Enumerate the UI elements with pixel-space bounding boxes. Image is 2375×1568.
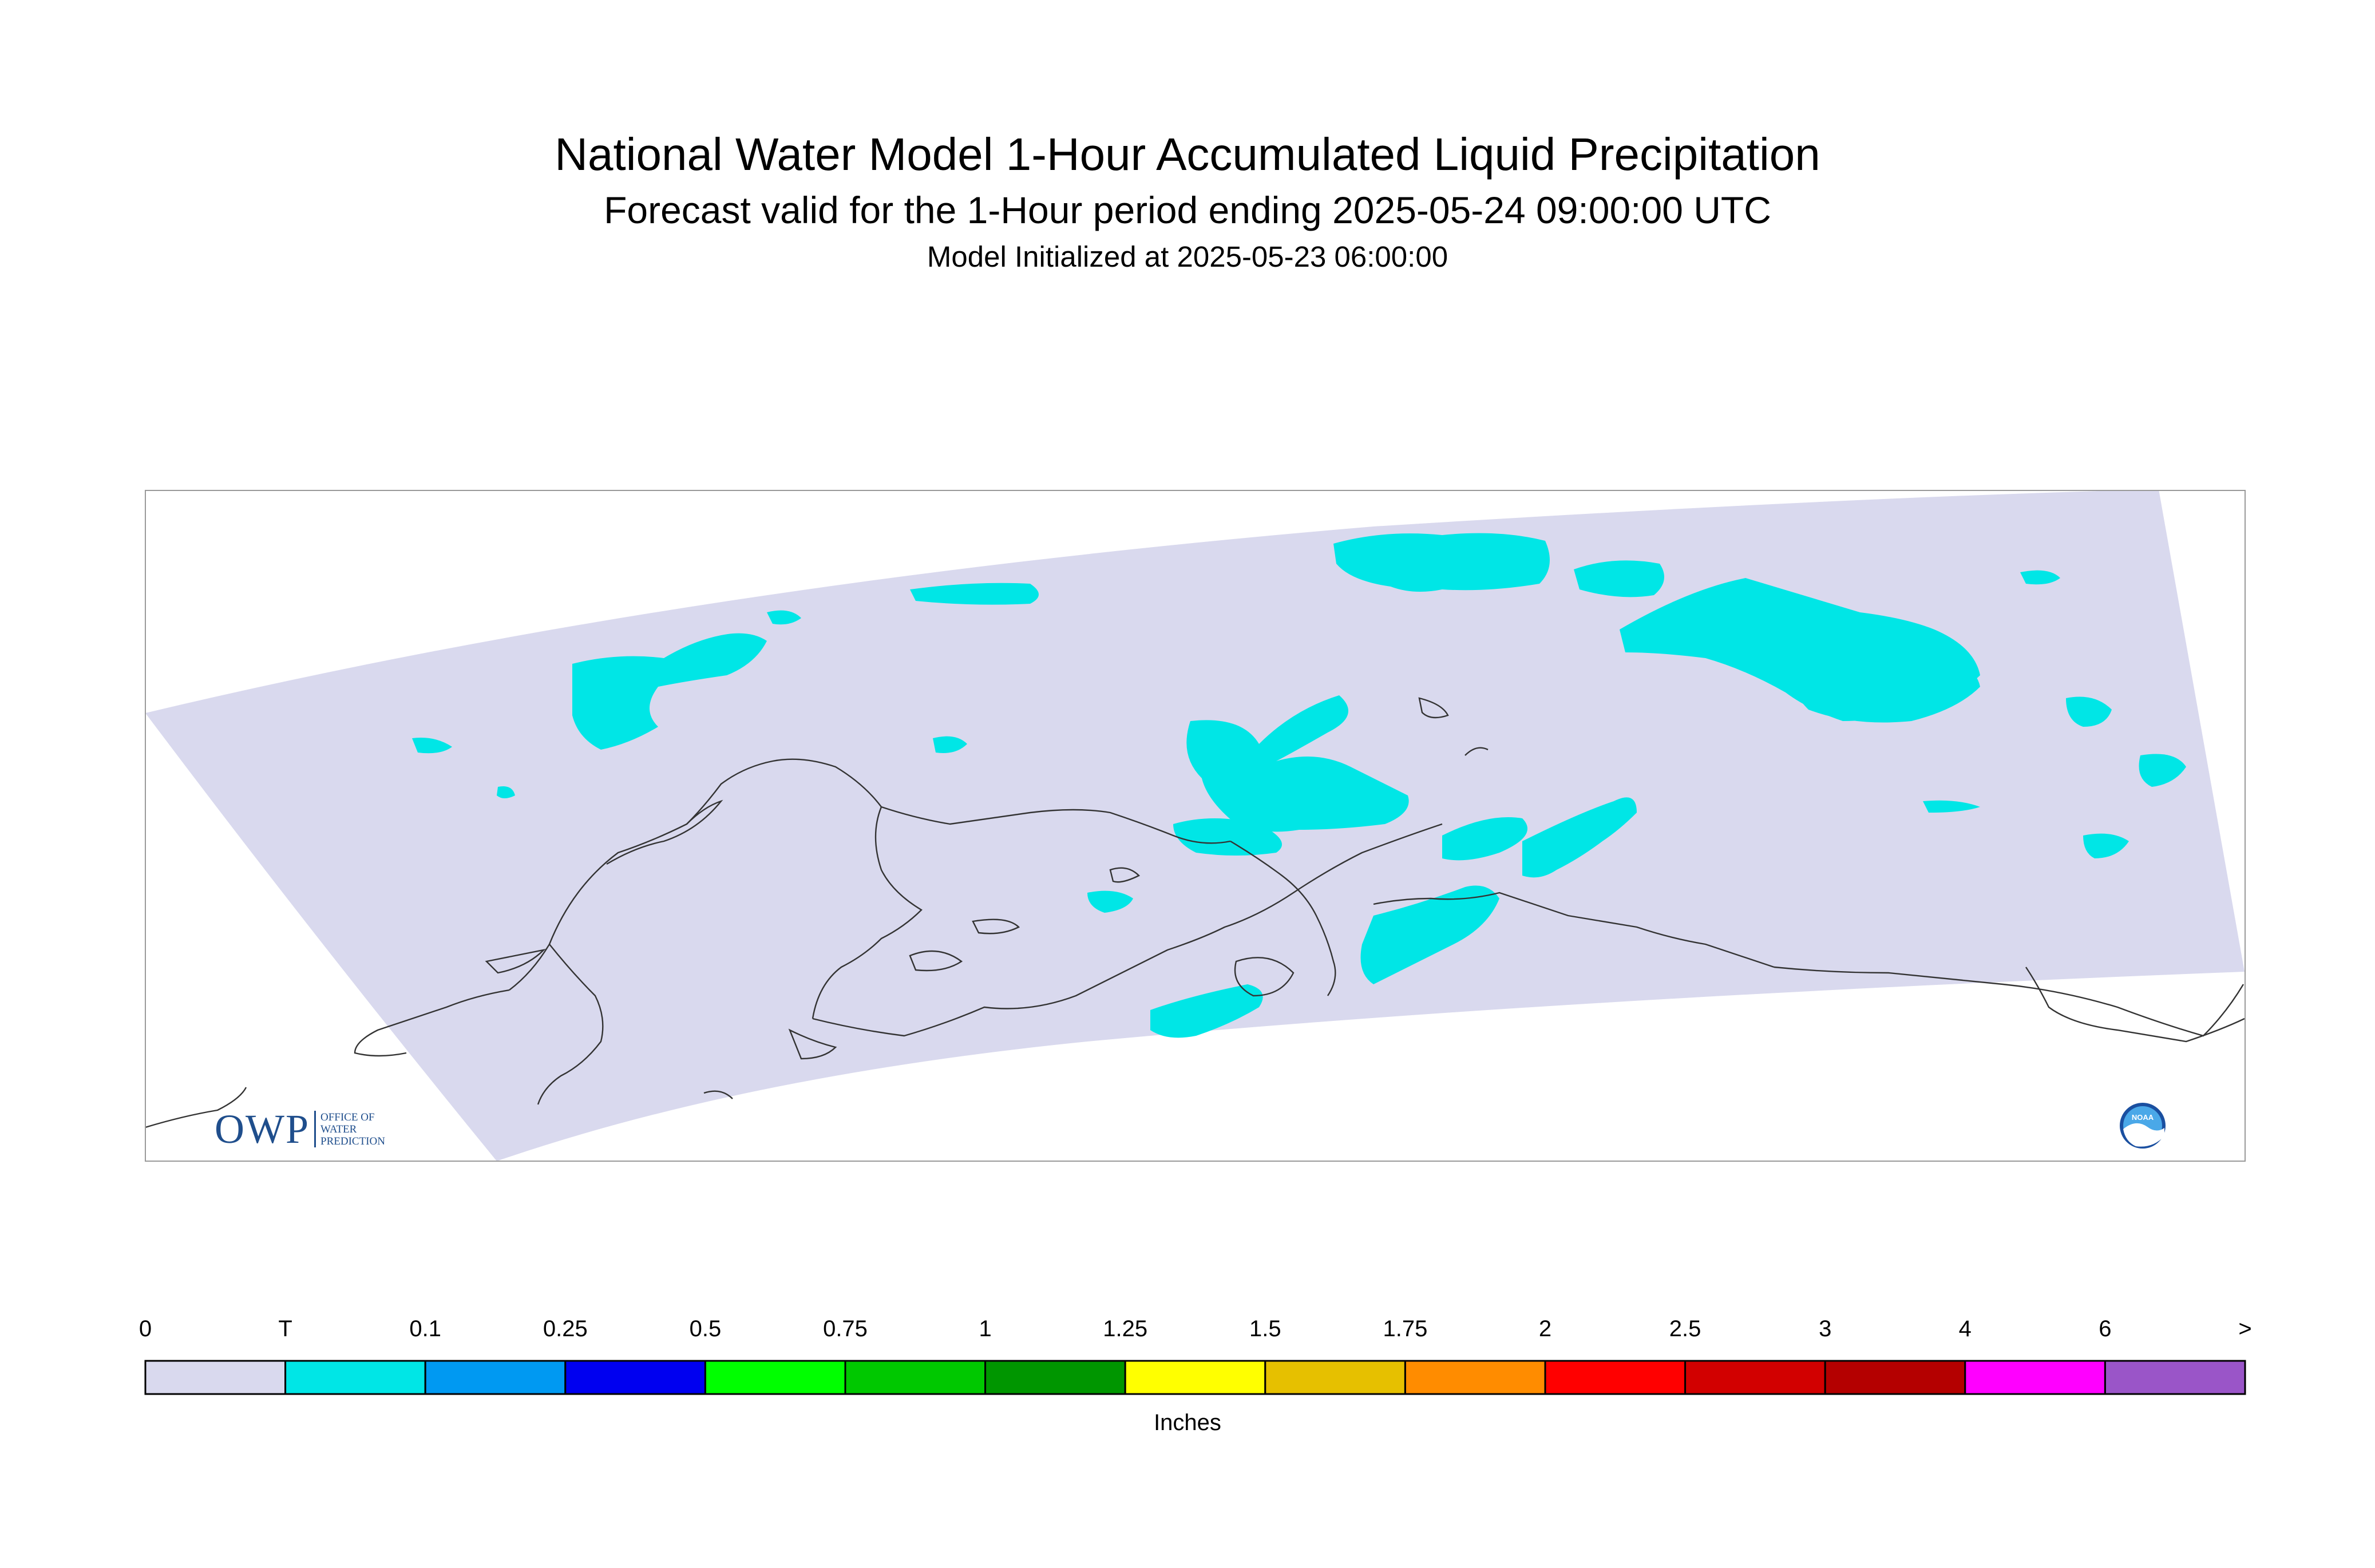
legend-bin-14 [2104,1360,2246,1395]
owp-logo-line-3: PREDICTION [320,1135,385,1147]
precip-area-far-east [1790,648,1980,723]
noaa-logo: NOAA [2120,1103,2166,1149]
coastline-misc-3 [703,1090,733,1099]
model-init-line: Model Initialized at 2025-05-23 06:00:00 [927,240,1448,273]
precipitation-areas [412,533,2186,1038]
precip-area-far-east-3 [2139,754,2186,787]
coastline-gulf-north [1373,892,1775,968]
precip-area-small-nw [767,610,801,625]
legend-bin-0 [144,1360,287,1395]
legend-label-0: 0 [138,1316,152,1341]
legend-label-2: 0.1 [409,1316,441,1341]
coastline-seward [354,989,510,1057]
legend-label-1: T [278,1316,292,1341]
coastline-misc-2 [1464,747,1489,756]
coastline-misc-1 [1109,867,1141,883]
precip-area-far-east-5 [1923,800,1980,813]
legend-bin-7 [1124,1360,1266,1395]
coastline-norton-sound [606,799,723,865]
precip-area-far-east-6 [2020,570,2060,585]
coastline-canada [2025,967,2245,1043]
legend-bin-5 [844,1360,987,1395]
owp-logo-divider [314,1111,316,1147]
precip-area-west-dot [497,786,515,798]
owp-logo-letters: OWP [215,1106,310,1152]
coastline-nunivak [909,950,963,972]
legend-label-11: 2.5 [1669,1316,1701,1341]
legend-label-14: 6 [2099,1316,2112,1341]
legend-bin-12 [1824,1360,1966,1395]
legend-label-12: 3 [1819,1316,1832,1341]
coastlines [145,697,2245,1129]
precip-area-central-south [1173,818,1282,856]
legend-colorbar [144,1360,2246,1395]
legend-bin-4 [704,1360,846,1395]
precip-area-east-curve [1522,797,1637,878]
map-subtitle: Forecast valid for the 1-Hour period end… [604,189,1771,231]
precip-area-kenai-lower [1360,885,1499,984]
legend-label-6: 1 [979,1316,992,1341]
legend-label-3: 0.25 [543,1316,588,1341]
coastline-yukon-delta [537,944,604,1105]
coastline-kodiak [1234,957,1295,997]
precip-area-small-island [1087,890,1133,913]
legend-bin-8 [1264,1360,1406,1395]
map-frame [145,490,2246,1162]
coastline-lake-iliamna [972,918,1020,935]
precip-area-northwest [572,633,767,750]
precip-area-north-central [1333,533,1550,592]
coastline-tanana [1418,697,1449,719]
legend-bin-6 [984,1360,1126,1395]
legend-label-13: 4 [1958,1316,1972,1341]
precip-area-mid-north [910,583,1039,605]
legend-label-15: > [2238,1316,2252,1341]
precip-area-far-east-4 [2083,833,2129,858]
legend-label-5: 0.75 [823,1316,868,1341]
precip-area-peninsula-south [1150,984,1263,1038]
precip-area-far-east-2 [2066,696,2112,727]
coastline-kenai [1230,840,1336,996]
coastline-west-mainland [509,758,882,991]
legend-label-8: 1.5 [1249,1316,1281,1341]
owp-logo-line-2: WATER [320,1123,357,1135]
legend-label-4: 0.5 [689,1316,722,1341]
legend-bin-9 [1404,1360,1546,1395]
legend-label-7: 1.25 [1103,1316,1148,1341]
precip-area-small-mid [933,736,967,753]
owp-logo: OWP OFFICE OF WATER PREDICTION [215,1103,385,1155]
coastline-cook-inlet [881,806,1231,844]
owp-logo-text: OFFICE OF WATER PREDICTION [320,1111,385,1147]
svg-text:NOAA: NOAA [2132,1113,2154,1122]
coastline-alaska-peninsula [812,823,1443,1037]
coastline-aleutian [788,1028,837,1060]
precip-area-central-big [1186,695,1409,832]
precip-area-kenai [1442,817,1527,861]
legend-label-10: 2 [1538,1316,1552,1341]
legend-label-9: 1.75 [1383,1316,1428,1341]
precip-area-north-east [1574,560,1664,597]
legend-units-label: Inches [1154,1410,1221,1435]
legend-bin-2 [424,1360,567,1395]
precip-area-west-small [412,738,452,754]
legend-bin-11 [1684,1360,1826,1395]
owp-logo-line-1: OFFICE OF [320,1111,375,1123]
coastline-bristol-bay [812,806,923,1019]
legend-bin-10 [1544,1360,1687,1395]
legend-bin-13 [1964,1360,2106,1395]
legend-bin-3 [564,1360,706,1395]
coastline-st-lawrence [485,949,546,974]
coastline-russia [145,1087,247,1129]
map-title: National Water Model 1-Hour Accumulated … [555,129,1820,180]
legend-bin-1 [284,1360,426,1395]
